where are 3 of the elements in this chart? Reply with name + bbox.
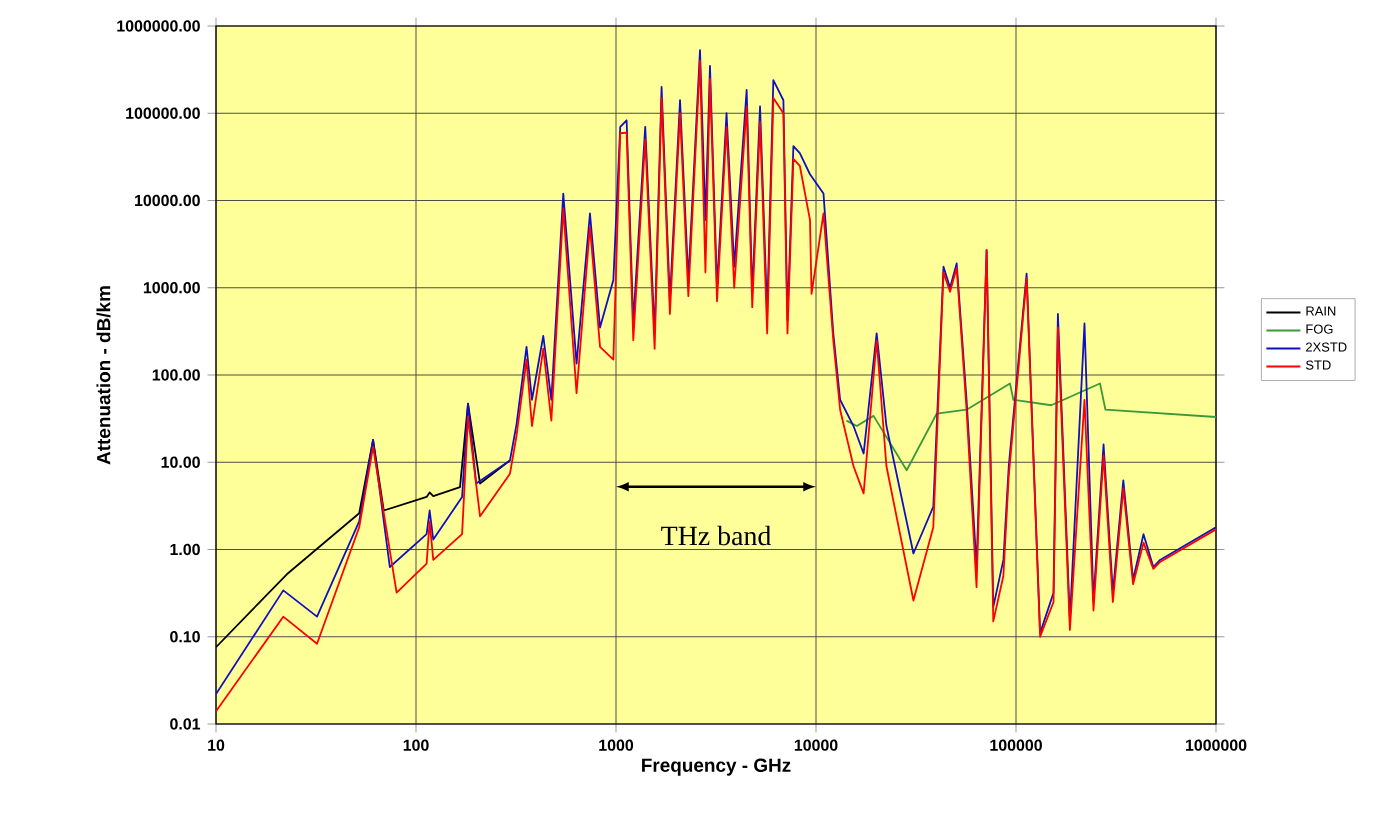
y-axis-title: Attenuation - dB/km [96,286,111,465]
x-axis-title: Frequency - GHz [642,758,791,776]
annotation: THz band [661,525,772,546]
